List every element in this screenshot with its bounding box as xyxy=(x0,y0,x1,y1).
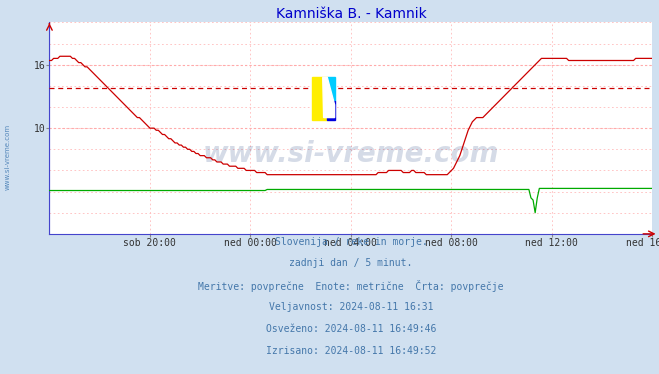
Bar xyxy=(327,77,335,101)
Text: Osveženo: 2024-08-11 16:49:46: Osveženo: 2024-08-11 16:49:46 xyxy=(266,324,436,334)
Text: Slovenija / reke in morje.: Slovenija / reke in morje. xyxy=(275,237,427,246)
Text: Meritve: povprečne  Enote: metrične  Črta: povprečje: Meritve: povprečne Enote: metrične Črta:… xyxy=(198,280,503,292)
Polygon shape xyxy=(323,77,335,117)
Text: Izrisano: 2024-08-11 16:49:52: Izrisano: 2024-08-11 16:49:52 xyxy=(266,346,436,356)
Bar xyxy=(327,101,335,120)
Text: www.si-vreme.com: www.si-vreme.com xyxy=(5,124,11,190)
Title: Kamniška B. - Kamnik: Kamniška B. - Kamnik xyxy=(275,7,426,21)
Text: Veljavnost: 2024-08-11 16:31: Veljavnost: 2024-08-11 16:31 xyxy=(269,302,433,312)
Text: www.si-vreme.com: www.si-vreme.com xyxy=(203,140,499,168)
Bar xyxy=(312,77,327,120)
Text: zadnji dan / 5 minut.: zadnji dan / 5 minut. xyxy=(289,258,413,269)
